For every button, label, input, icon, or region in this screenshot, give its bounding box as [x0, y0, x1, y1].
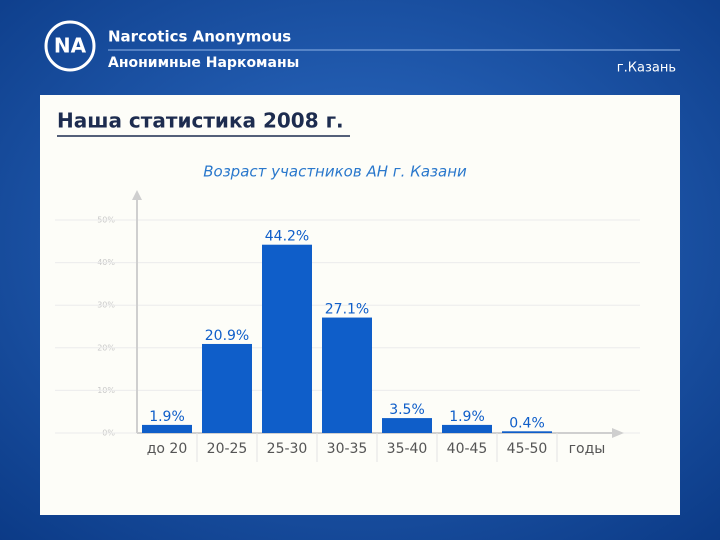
- x-tick-label: 25-30: [267, 441, 308, 457]
- value-label: 0.4%: [509, 415, 545, 431]
- slide-title: Наша статистика 2008 г.: [57, 109, 344, 133]
- x-tick-label: 35-40: [387, 441, 428, 457]
- x-tick-label: 20-25: [207, 441, 248, 457]
- value-label: 1.9%: [449, 409, 485, 425]
- x-tick-label: 30-35: [327, 441, 368, 457]
- value-label: 44.2%: [265, 229, 309, 245]
- value-label: 1.9%: [149, 409, 185, 425]
- bar: [142, 424, 192, 433]
- org-en: Narcotics Anonymous: [108, 28, 291, 46]
- bar: [262, 244, 312, 433]
- x-axis-label: годы: [569, 441, 606, 457]
- x-tick-label: 40-45: [447, 441, 488, 457]
- value-label: 3.5%: [389, 402, 425, 418]
- x-axis-arrow: [612, 428, 624, 438]
- bar: [382, 418, 432, 433]
- bar: [202, 343, 252, 433]
- bar: [322, 317, 372, 433]
- value-label: 20.9%: [205, 328, 249, 344]
- value-label: 27.1%: [325, 302, 369, 318]
- chart-title: Возраст участников АН г. Казани: [203, 163, 467, 181]
- y-axis-arrow: [132, 190, 142, 200]
- logo-mark: NA: [54, 34, 87, 58]
- logo: [44, 20, 96, 72]
- city: г.Казань: [617, 61, 676, 76]
- bar: [502, 431, 552, 433]
- org-ru: Анонимные Наркоманы: [108, 55, 299, 71]
- bar: [442, 424, 492, 433]
- x-tick-label: 45-50: [507, 441, 548, 457]
- x-tick-label: до 20: [147, 441, 188, 457]
